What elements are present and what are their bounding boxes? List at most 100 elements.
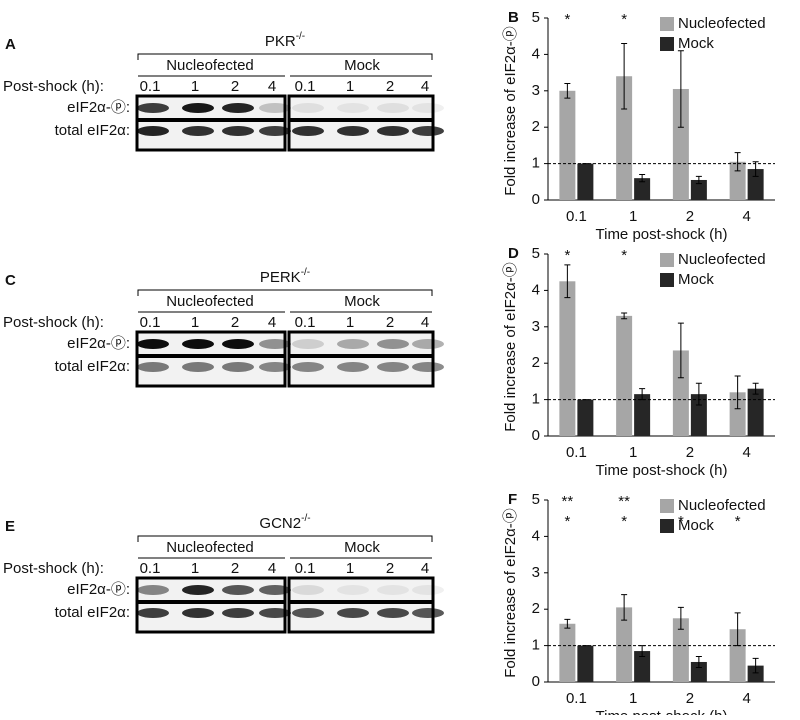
- band: [222, 103, 254, 113]
- bar: [577, 645, 594, 682]
- row-label: total eIF2α:: [55, 358, 130, 375]
- group-label: Mock: [344, 293, 380, 310]
- y-tick-label: 5: [532, 9, 540, 26]
- x-tick-label: 4: [742, 690, 750, 707]
- bar: [616, 76, 633, 200]
- group-label: Mock: [344, 57, 380, 74]
- group-label: Nucleofected: [166, 293, 254, 310]
- bar: [729, 392, 746, 436]
- error-bar: [734, 152, 741, 172]
- significance-mark: *: [564, 11, 570, 28]
- legend-swatch: [660, 273, 674, 287]
- bar: [690, 661, 707, 682]
- bar: [729, 629, 746, 682]
- x-tick-label: 0.1: [566, 444, 587, 461]
- band: [377, 339, 409, 349]
- x-axis-title: Time post-shock (h): [596, 708, 728, 715]
- bar: [559, 90, 576, 200]
- legend-label: Nucleofected: [678, 251, 766, 268]
- error-bar: [752, 161, 759, 177]
- band: [337, 103, 369, 113]
- row-label: eIF2α-ⓟ:: [67, 335, 130, 352]
- band: [412, 339, 444, 349]
- panel-letter: E: [5, 518, 15, 535]
- y-tick-label: 1: [532, 637, 540, 654]
- lane-label: 2: [386, 314, 394, 331]
- x-tick-label: 4: [742, 444, 750, 461]
- x-tick-label: 2: [686, 690, 694, 707]
- band: [137, 103, 169, 113]
- significance-mark: *: [621, 513, 627, 530]
- error-bar: [677, 50, 684, 128]
- error-bar: [677, 322, 684, 379]
- legend-swatch: [660, 17, 674, 31]
- band: [259, 608, 291, 618]
- bar: [559, 623, 576, 682]
- row-label: total eIF2α:: [55, 122, 130, 139]
- band: [182, 103, 214, 113]
- legend-swatch: [660, 37, 674, 51]
- band: [292, 126, 324, 136]
- error-bar: [677, 606, 684, 630]
- x-tick-label: 0.1: [566, 208, 587, 225]
- significance-mark: *: [564, 247, 570, 264]
- significance-mark: *: [564, 513, 570, 530]
- row-label: eIF2α-ⓟ:: [67, 581, 130, 598]
- x-tick-label: 0.1: [566, 690, 587, 707]
- y-tick-label: 0: [532, 191, 540, 208]
- error-bar: [621, 42, 628, 110]
- band: [222, 339, 254, 349]
- x-axis-title: Time post-shock (h): [596, 462, 728, 479]
- band: [292, 339, 324, 349]
- y-tick-label: 4: [532, 281, 540, 298]
- legend-label: Nucleofected: [678, 15, 766, 32]
- band: [222, 126, 254, 136]
- band: [292, 608, 324, 618]
- group-label: Mock: [344, 539, 380, 556]
- x-axis-title: Time post-shock (h): [596, 226, 728, 243]
- genotype-name: GCN2: [259, 515, 301, 532]
- y-axis-title: Fold increase of eIF2α-ⓟ: [502, 262, 519, 432]
- bar: [690, 394, 707, 436]
- lane-label: 1: [346, 314, 354, 331]
- blot-panel: [135, 576, 287, 634]
- error-bar: [695, 175, 702, 185]
- error-bar: [752, 382, 759, 395]
- band: [412, 608, 444, 618]
- bar: [747, 665, 764, 682]
- bar: [672, 350, 689, 436]
- band: [259, 362, 291, 372]
- lane-label: 0.1: [295, 314, 316, 331]
- band: [377, 362, 409, 372]
- error-bar: [695, 656, 702, 668]
- group-label: Nucleofected: [166, 57, 254, 74]
- band: [137, 608, 169, 618]
- y-tick-label: 2: [532, 600, 540, 617]
- y-tick-label: 1: [532, 391, 540, 408]
- lane-label: 4: [421, 560, 429, 577]
- band: [222, 362, 254, 372]
- lane-label: 1: [191, 78, 199, 95]
- genotype: GCN2-/-: [259, 513, 310, 532]
- lane-label: 0.1: [140, 560, 161, 577]
- legend-label: Nucleofected: [678, 497, 766, 514]
- row-label: total eIF2α:: [55, 604, 130, 621]
- bar: [634, 394, 651, 436]
- y-tick-label: 4: [532, 527, 540, 544]
- bracket: [137, 53, 433, 60]
- band: [412, 103, 444, 113]
- significance-mark: *: [621, 247, 627, 264]
- significance-mark: **: [562, 493, 574, 510]
- bar: [559, 281, 576, 436]
- band: [377, 608, 409, 618]
- y-tick-label: 0: [532, 673, 540, 690]
- y-tick-label: 3: [532, 82, 540, 99]
- legend-swatch: [660, 253, 674, 267]
- legend-label: Mock: [678, 35, 714, 52]
- band: [412, 362, 444, 372]
- bar: [747, 388, 764, 436]
- genotype-name: PKR: [265, 33, 296, 50]
- group-label: Nucleofected: [166, 539, 254, 556]
- lane-label: 1: [191, 314, 199, 331]
